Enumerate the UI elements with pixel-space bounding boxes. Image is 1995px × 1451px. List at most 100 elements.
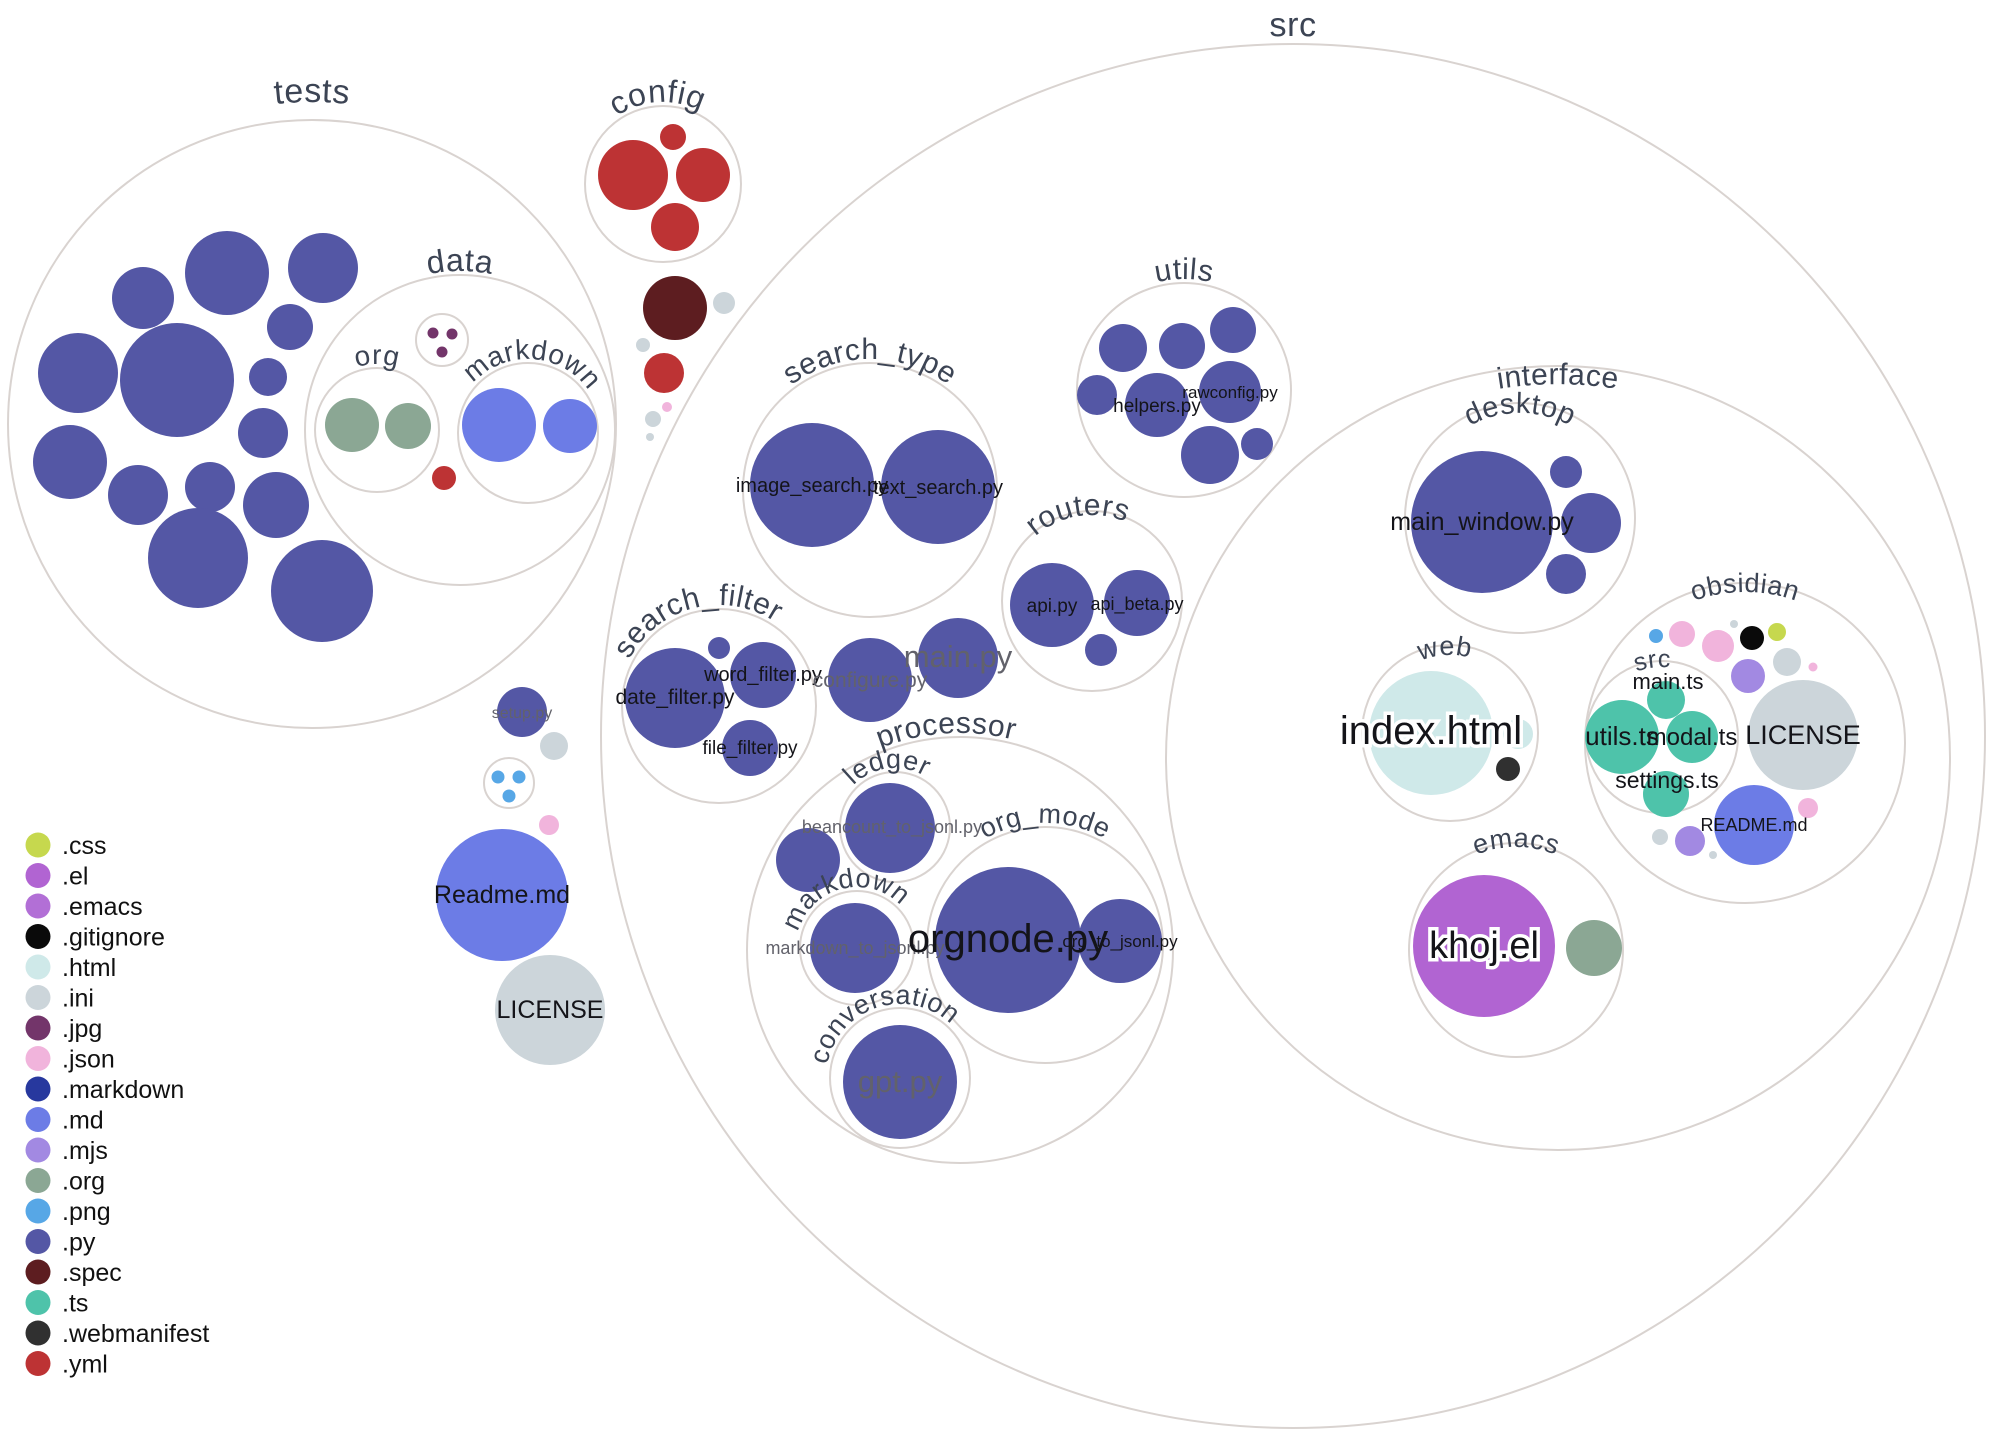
legend-label-ts: .ts: [62, 1290, 88, 1318]
html-file-circle: [1503, 719, 1533, 749]
ini-file-circle: [1709, 851, 1717, 859]
root-files: [436, 276, 735, 1065]
py-file-circle: [1241, 428, 1273, 460]
interface-folder-label: interface: [1495, 358, 1621, 396]
folder-tests-ring: [7, 119, 617, 729]
folder-src-ring: [600, 43, 1986, 1429]
ini-file-circle: [645, 411, 661, 427]
legend-label-mjs: .mjs: [62, 1137, 108, 1165]
legend-dot-json: [25, 1046, 51, 1071]
json-file-circle: [1798, 798, 1818, 818]
json-file-circle: [662, 402, 672, 412]
legend-dot-webmanifest: [25, 1320, 51, 1346]
folder-utils-ring: [1076, 282, 1292, 498]
word-filter-label: word_filter.py: [703, 664, 822, 686]
legend-dot-org: [25, 1168, 51, 1193]
legend-label-jpg: .jpg: [62, 1015, 102, 1043]
mjs-file-circle: [1675, 826, 1705, 856]
legend-dot-png: [25, 1198, 51, 1224]
interface-files: [1369, 451, 1622, 1017]
png-file-circle: [502, 789, 516, 803]
web-folder-label: web: [1413, 631, 1474, 666]
svg-text:emacs: emacs: [1468, 823, 1563, 861]
yml-file-circle: [660, 124, 686, 150]
json-file-circle: [539, 815, 559, 835]
py-file-circle: [708, 637, 730, 659]
search-type-folder-label: search_type: [777, 333, 963, 391]
src-folder-label: src: [1269, 6, 1316, 44]
legend-label-yml: .yml: [62, 1351, 108, 1379]
py-file-circle: [120, 323, 234, 437]
py-file-circle: [33, 425, 107, 499]
md-file-circle: [462, 388, 536, 462]
py-file-circle: [112, 267, 174, 329]
orgnode-py-circle: [935, 867, 1081, 1013]
folder-desktop-ring: [1404, 402, 1636, 634]
yml-file-circle: [598, 140, 668, 210]
legend-label-png: .png: [62, 1198, 111, 1226]
main-window-label: main_window.py: [1390, 508, 1574, 536]
py-file-circle: [238, 408, 288, 458]
ledger-folder-label: ledger: [837, 744, 935, 790]
routers-folder-label: routers: [1019, 489, 1133, 542]
py-file-circle: [1181, 426, 1239, 484]
src-obsidian-folder-label: src: [1630, 645, 1670, 677]
org-to-jsonl-py-circle: [1078, 899, 1162, 983]
json-file-circle: [1702, 630, 1734, 662]
svg-text:markdown: markdown: [457, 334, 608, 395]
org-file-circle: [325, 398, 379, 452]
svg-text:desktop: desktop: [1459, 388, 1581, 432]
tests-folder-label: tests: [272, 72, 351, 112]
folder-web-ring: [1361, 644, 1539, 822]
ini-file-circle: [636, 338, 650, 352]
ini-file-circle: [713, 292, 735, 314]
svg-text:data: data: [424, 242, 496, 281]
index-html-label: index.html: [1340, 709, 1522, 753]
svg-text:src: src: [1269, 6, 1317, 44]
legend-label-el: .el: [62, 863, 88, 891]
org-file-circle: [1566, 920, 1622, 976]
json-file-circle: [1808, 662, 1818, 672]
obsidian-files: [1585, 620, 1858, 865]
date-filter-label: date_filter.py: [615, 686, 735, 709]
orgnode-label: orgnode.py: [908, 917, 1108, 961]
legend-dot-emacs: [25, 893, 51, 919]
utils-ts-label: utils.ts: [1585, 721, 1659, 751]
mjs-file-circle: [1731, 659, 1765, 693]
svg-text:config: config: [602, 73, 711, 123]
text-search-label: text_search.py: [873, 477, 1003, 499]
obsidian-folder-label: obsidian: [1687, 568, 1803, 607]
configure-py-circle: [828, 638, 912, 722]
helpers-py-circle: [1125, 373, 1189, 437]
py-file-circle: [185, 231, 269, 315]
legend-label-json: .json: [62, 1046, 115, 1074]
folder-org-ring: [314, 367, 440, 493]
svg-text:tests: tests: [272, 72, 352, 112]
config-files: [598, 124, 730, 251]
svg-text:ledger: ledger: [837, 744, 936, 790]
legend-label-gitignore: .gitignore: [62, 924, 165, 952]
gitignore-file-circle: [1740, 626, 1764, 650]
folder-ledger-ring: [839, 771, 951, 883]
svg-text:org_mode: org_mode: [974, 799, 1115, 844]
file-filter-py-circle: [722, 720, 778, 776]
gpt-label: gpt.py: [858, 1064, 943, 1099]
svg-text:web: web: [1413, 631, 1474, 666]
py-file-circle: [1561, 493, 1621, 553]
configure-label: configure.py: [813, 669, 928, 692]
folder-markdown-data-ring: [457, 362, 599, 504]
folder-routers-ring: [1001, 510, 1183, 692]
index-html-circle: [1369, 671, 1493, 795]
beancount-to-jsonl-py-circle: [845, 783, 935, 873]
tests-py-files: [33, 231, 373, 642]
settings-ts-label: settings.ts: [1615, 767, 1719, 793]
utils-ts-circle: [1585, 700, 1659, 774]
gpt-py-circle: [843, 1025, 957, 1139]
yml-file-circle: [651, 203, 699, 251]
folder-emacs-ring: [1408, 842, 1624, 1058]
folder-config-ring: [584, 105, 742, 263]
setup-py-circle: [497, 687, 547, 737]
data-folder-label: data: [424, 242, 496, 281]
ini-file-circle: [646, 433, 654, 441]
legend-dot-html: [25, 954, 51, 980]
